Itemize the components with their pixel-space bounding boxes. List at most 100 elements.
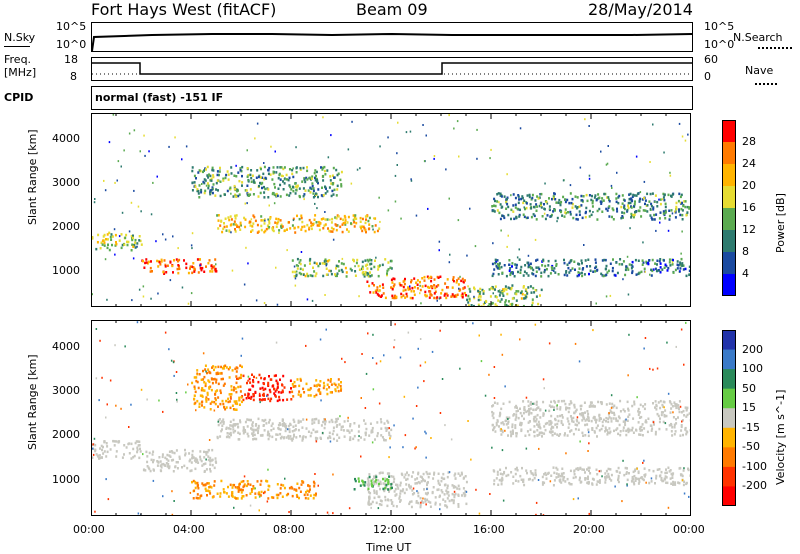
echo-cell bbox=[457, 494, 460, 497]
echo-cell bbox=[261, 419, 264, 422]
echo-cell bbox=[207, 262, 210, 265]
echo-cell bbox=[244, 218, 247, 221]
echo-cell bbox=[326, 190, 329, 193]
noise-cell bbox=[95, 377, 98, 380]
echo-cell bbox=[671, 263, 674, 266]
echo-cell bbox=[273, 193, 276, 197]
echo-cell bbox=[561, 416, 564, 419]
colorbar-segment bbox=[722, 230, 736, 253]
echo-cell bbox=[147, 260, 150, 264]
echo-cell bbox=[596, 473, 599, 476]
echo-cell bbox=[644, 403, 647, 406]
echo-cell bbox=[463, 286, 466, 289]
echo-cell bbox=[307, 394, 310, 397]
echo-cell bbox=[183, 259, 185, 262]
echo-cell bbox=[264, 387, 267, 391]
echo-cell bbox=[384, 258, 387, 261]
echo-cell bbox=[283, 166, 286, 169]
echo-cell bbox=[637, 410, 640, 413]
echo-cell bbox=[224, 176, 227, 180]
echo-cell bbox=[361, 267, 364, 271]
echo-cell bbox=[666, 481, 669, 485]
noise-cell bbox=[425, 503, 427, 506]
noise-cell bbox=[643, 347, 645, 350]
echo-cell bbox=[587, 412, 590, 416]
echo-cell bbox=[299, 379, 302, 382]
echo-cell bbox=[389, 486, 392, 490]
echo-cell bbox=[581, 216, 584, 220]
echo-cell bbox=[106, 450, 109, 454]
echo-cell bbox=[539, 193, 542, 196]
echo-cell bbox=[643, 427, 646, 430]
echo-cell bbox=[676, 267, 679, 270]
echo-cell bbox=[352, 258, 355, 262]
echo-cell bbox=[511, 429, 514, 432]
echo-cell bbox=[680, 207, 683, 211]
echo-cell bbox=[371, 426, 374, 430]
echo-cell bbox=[617, 478, 619, 482]
echo-cell bbox=[579, 412, 581, 416]
echo-cell bbox=[609, 468, 612, 471]
colorbar-segment bbox=[722, 208, 736, 231]
echo-cell bbox=[492, 287, 495, 291]
echo-cell bbox=[341, 230, 344, 234]
echo-cell bbox=[596, 424, 599, 427]
echo-cell bbox=[573, 406, 576, 409]
echo-cell bbox=[145, 450, 148, 454]
echo-cell bbox=[307, 484, 309, 487]
echo-cell bbox=[109, 448, 112, 451]
echo-cell bbox=[411, 489, 414, 492]
echo-cell bbox=[492, 469, 495, 472]
echo-cell bbox=[314, 179, 317, 182]
echo-cell bbox=[340, 170, 343, 174]
echo-cell bbox=[370, 267, 373, 271]
echo-cell bbox=[579, 476, 581, 480]
echo-cell bbox=[345, 275, 348, 278]
colorbar-segment bbox=[722, 466, 736, 487]
echo-cell bbox=[637, 421, 640, 424]
echo-cell bbox=[174, 465, 177, 468]
cpid-label: CPID bbox=[4, 91, 34, 104]
echo-cell bbox=[539, 409, 542, 412]
echo-cell bbox=[369, 291, 372, 294]
echo-cell bbox=[353, 434, 356, 438]
echo-cell bbox=[468, 297, 471, 301]
echo-cell bbox=[276, 399, 279, 403]
echo-cell bbox=[225, 435, 228, 439]
echo-cell bbox=[209, 463, 212, 466]
echo-cell bbox=[650, 216, 653, 219]
echo-cell bbox=[390, 475, 393, 478]
echo-cell bbox=[608, 200, 611, 203]
echo-cell bbox=[339, 178, 342, 182]
echo-cell bbox=[578, 205, 581, 208]
noise-cell bbox=[211, 188, 213, 191]
echo-cell bbox=[512, 210, 515, 213]
noise-cell bbox=[405, 131, 408, 134]
echo-cell bbox=[396, 485, 399, 488]
echo-cell bbox=[390, 259, 393, 263]
panel-bg bbox=[91, 113, 691, 307]
echo-cell bbox=[231, 486, 234, 489]
echo-cell bbox=[224, 193, 226, 196]
echo-cell bbox=[621, 194, 624, 197]
echo-cell bbox=[605, 264, 608, 268]
echo-cell bbox=[323, 169, 326, 173]
echo-cell bbox=[588, 215, 591, 218]
echo-cell bbox=[577, 468, 580, 472]
echo-cell bbox=[196, 497, 199, 500]
echo-cell bbox=[263, 165, 266, 169]
echo-cell bbox=[513, 275, 516, 278]
echo-cell bbox=[276, 194, 279, 198]
echo-cell bbox=[239, 167, 242, 170]
echo-cell bbox=[684, 428, 687, 431]
noise-cell bbox=[681, 420, 683, 423]
echo-cell bbox=[241, 495, 244, 498]
noise-cell bbox=[588, 174, 591, 177]
noise-cell bbox=[433, 155, 436, 157]
noise-cell bbox=[267, 468, 269, 471]
noise-cell bbox=[377, 507, 380, 510]
echo-cell bbox=[654, 262, 657, 265]
echo-cell bbox=[557, 475, 560, 478]
echo-cell bbox=[508, 259, 511, 262]
echo-cell bbox=[260, 224, 263, 228]
